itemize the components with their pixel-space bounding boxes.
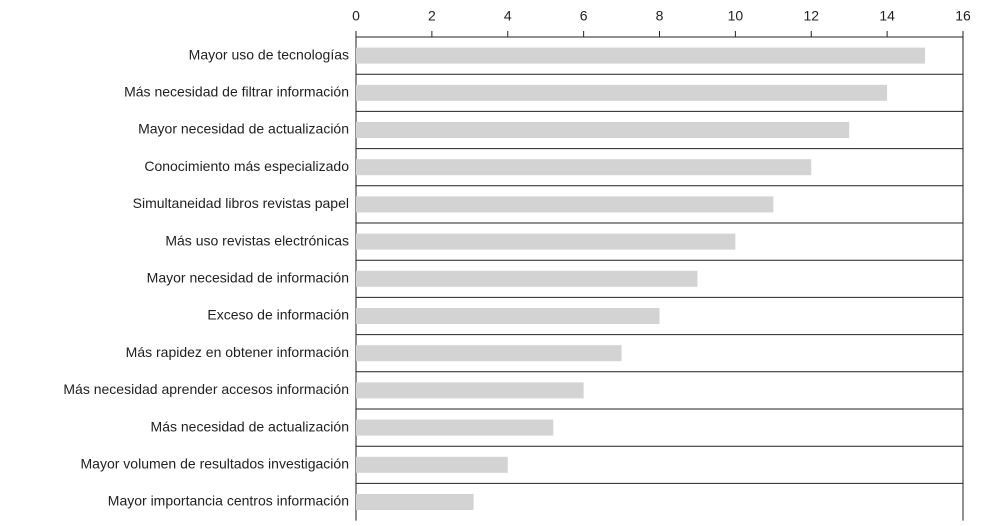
y-tick-label: Más rapidez en obtener información: [126, 344, 349, 360]
x-tick-label: 2: [428, 8, 436, 24]
x-tick-label: 14: [879, 8, 895, 24]
y-tick-label: Simultaneidad libros revistas papel: [133, 195, 349, 211]
x-tick-label: 10: [728, 8, 744, 24]
bar: [356, 122, 850, 138]
y-tick-label: Mayor importancia centros información: [108, 493, 349, 509]
y-tick-label: Mayor necesidad de información: [147, 270, 349, 286]
x-tick-label: 0: [352, 8, 360, 24]
y-tick-label: Más uso revistas electrónicas: [165, 232, 349, 248]
bar: [356, 419, 554, 436]
bar: [356, 233, 736, 250]
y-tick-label: Más necesidad de actualización: [151, 418, 349, 434]
x-tick-label: 16: [955, 8, 971, 24]
bar: [356, 196, 774, 213]
x-tick-label: 4: [504, 8, 512, 24]
y-tick-label: Conocimiento más especializado: [144, 158, 349, 174]
y-tick-label: Mayor necesidad de actualización: [138, 121, 349, 137]
y-tick-label: Mayor volumen de resultados investigació…: [81, 456, 349, 472]
bar: [356, 84, 888, 101]
y-tick-label: Exceso de información: [207, 307, 349, 323]
y-tick-label: Mayor uso de tecnologías: [189, 46, 349, 62]
bar: [356, 494, 474, 510]
y-tick-label: Más necesidad aprender accesos informaci…: [63, 381, 349, 397]
bar: [356, 382, 584, 399]
bar: [356, 47, 926, 64]
x-tick-label: 6: [580, 8, 588, 24]
bar: [356, 456, 508, 473]
x-tick-label: 8: [656, 8, 664, 24]
bar: [356, 345, 622, 362]
x-tick-label: 12: [803, 8, 819, 24]
bar: [356, 270, 698, 287]
bar: [356, 159, 812, 176]
y-tick-label: Más necesidad de filtrar información: [124, 84, 349, 100]
bar: [356, 308, 660, 324]
